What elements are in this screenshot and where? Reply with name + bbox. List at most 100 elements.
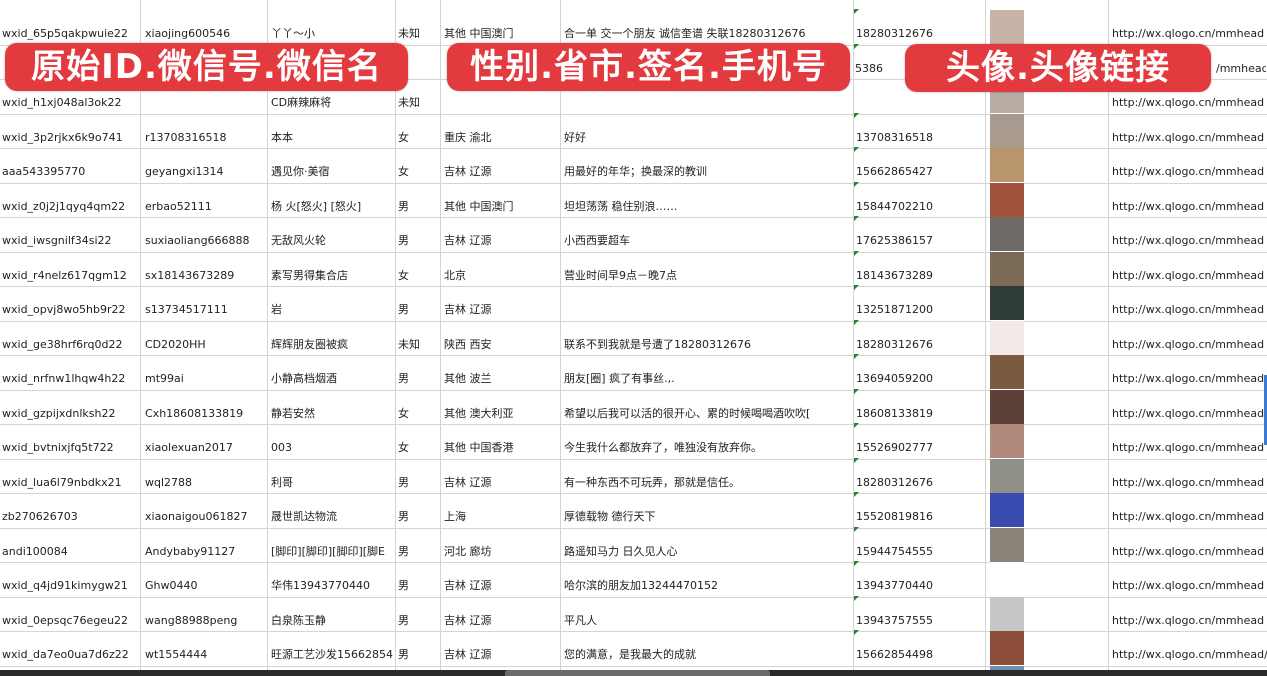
cell-signature[interactable]: 朋友[圈] 疯了有事丝.,. [564, 372, 675, 385]
cell-wechat-name[interactable]: 素写男得集合店 [271, 268, 348, 282]
cell-wechat-id[interactable]: wt1554444 [145, 648, 208, 661]
cell-original-id[interactable]: andi100084 [2, 544, 68, 558]
table-row[interactable]: wxid_opvj8wo5hb9r22 s13734517111 岩 男 吉林 辽源 13… [0, 285, 1267, 320]
cell-wechat-name[interactable]: 无敌风火轮 [271, 234, 326, 247]
cell-phone[interactable]: 15662854498 [856, 648, 933, 661]
cell-gender[interactable]: 女 [398, 268, 409, 282]
cell-avatar-link[interactable]: http://wx.qlogo.cn/mmhead/ [1112, 648, 1267, 661]
cell-phone[interactable]: 13251871200 [856, 303, 933, 316]
cell-phone[interactable]: 13943757555 [856, 613, 933, 627]
cell-signature[interactable]: 厚德载物 德行天下 [564, 510, 656, 523]
cell-gender[interactable]: 男 [398, 234, 409, 247]
table-row[interactable]: wxid_q4jd91kimygw21 Ghw0440 华伟13943770440 男… [0, 561, 1267, 596]
table-row[interactable]: wxid_3p2rjkx6k9o741 r13708316518 本本 女 重庆 渝北 好… [0, 112, 1267, 148]
cell-signature[interactable]: 好好 [564, 130, 586, 144]
table-row[interactable]: wxid_da7eo0ua7d6z22 wt1554444 旺源工艺沙发156628… [0, 630, 1267, 665]
cell-gender[interactable]: 男 [398, 579, 409, 592]
cell-avatar-link[interactable]: http://wx.qlogo.cn/mmhead [1112, 406, 1265, 420]
cell-original-id[interactable]: wxid_gzpijxdnlksh22 [2, 406, 116, 420]
cell-signature[interactable]: 今生我什么都放弃了，唯独没有放弃你。 [564, 441, 762, 454]
cell-gender[interactable]: 男 [398, 613, 409, 627]
cell-wechat-id[interactable]: r13708316518 [145, 130, 227, 144]
cell-region[interactable]: 其他 波兰 [444, 372, 492, 385]
cell-original-id[interactable]: wxid_q4jd91kimygw21 [2, 579, 128, 592]
cell-signature[interactable]: 合一单 交一个朋友 诚信奎谱 失联18280312676 [564, 27, 806, 40]
cell-original-id[interactable]: zb270626703 [2, 510, 78, 523]
cell-wechat-id[interactable]: erbao52111 [145, 199, 212, 213]
table-row[interactable]: wxid_r4nelz617qgm12 sx18143673289 素写男得集合店 女… [0, 250, 1267, 286]
cell-avatar-link[interactable]: http://wx.qlogo.cn/mmhead [1112, 337, 1265, 351]
cell-region[interactable]: 陕西 西安 [444, 337, 492, 351]
cell-avatar-link[interactable]: http://wx.qlogo.cn/mmhead [1112, 199, 1265, 213]
cell-wechat-name[interactable]: 静若安然 [271, 406, 315, 420]
cell-phone[interactable]: 18280312676 [856, 475, 933, 489]
cell-avatar-link[interactable]: http://wx.qlogo.cn/mmhead [1112, 268, 1265, 282]
table-row[interactable]: wxid_65p5qakpwuie22 xiaojing600546 丫丫～小 未知 其… [0, 9, 1267, 44]
table-row[interactable]: wxid_iwsgnilf34si22 suxiaoliang666888 无敌风火… [0, 216, 1267, 251]
cell-wechat-id[interactable]: Ghw0440 [145, 579, 198, 592]
cell-avatar-link[interactable]: http://wx.qlogo.cn/mmhead [1112, 372, 1265, 385]
cell-wechat-name[interactable]: 003 [271, 441, 292, 454]
cell-original-id[interactable]: wxid_0epsqc76egeu22 [2, 613, 129, 627]
cell-gender[interactable]: 未知 [398, 96, 420, 109]
cell-wechat-id[interactable]: xiaojing600546 [145, 27, 231, 40]
cell-region[interactable]: 吉林 辽源 [444, 613, 492, 627]
table-row[interactable]: wxid_bvtnixjfq5t722 xiaolexuan2017 003 女 其他 … [0, 423, 1267, 458]
cell-wechat-name[interactable]: 本本 [271, 130, 293, 144]
cell-gender[interactable]: 男 [398, 199, 409, 213]
cell-original-id[interactable]: aaa543395770 [2, 165, 86, 178]
cell-region[interactable]: 重庆 渝北 [444, 130, 492, 144]
cell-original-id[interactable]: wxid_ge38hrf6rq0d22 [2, 337, 123, 351]
cell-wechat-name[interactable]: 小静高档烟酒 [271, 372, 337, 385]
cell-wechat-name[interactable]: 旺源工艺沙发15662854 [271, 648, 393, 661]
cell-original-id[interactable]: wxid_da7eo0ua7d6z22 [2, 648, 129, 661]
cell-region[interactable]: 其他 中国香港 [444, 441, 514, 454]
table-row[interactable]: wxid_lua6l79nbdkx21 wql2788 利哥 男 吉林 辽源 有一种东西不… [0, 457, 1267, 493]
table-row[interactable]: wxid_0epsqc76egeu22 wang88988peng 白泉陈玉静 男 吉林… [0, 595, 1267, 631]
cell-phone[interactable]: 13943770440 [856, 579, 933, 592]
cell-avatar-link[interactable]: http://wx.qlogo.cn/mmhead [1112, 27, 1265, 40]
cell-region[interactable]: 吉林 辽源 [444, 234, 492, 247]
cell-gender[interactable]: 女 [398, 406, 409, 420]
cell-original-id[interactable]: wxid_3p2rjkx6k9o741 [2, 130, 123, 144]
table-row[interactable]: zb270626703 xiaonaigou061827 晟世凯达物流 男 上海 厚德载物… [0, 492, 1267, 527]
cell-gender[interactable]: 女 [398, 130, 409, 144]
cell-original-id[interactable]: wxid_h1xj048al3ok22 [2, 96, 122, 109]
cell-wechat-name[interactable]: 华伟13943770440 [271, 579, 370, 592]
cell-gender[interactable]: 女 [398, 165, 409, 178]
cell-signature[interactable]: 小西西要超车 [564, 234, 630, 247]
cell-signature[interactable]: 您的满意，是我最大的成就 [564, 648, 696, 661]
cell-original-id[interactable]: wxid_lua6l79nbdkx21 [2, 475, 122, 489]
cell-phone[interactable]: 18280312676 [856, 27, 933, 40]
table-row[interactable]: wxid_ge38hrf6rq0d22 CD2020HH 辉辉朋友圈被疯 未知 陕西 西… [0, 319, 1267, 355]
cell-wechat-name[interactable]: CD麻辣麻将 [271, 96, 332, 109]
cell-avatar-link[interactable]: http://wx.qlogo.cn/mmhead [1112, 579, 1265, 592]
cell-gender[interactable]: 未知 [398, 27, 420, 40]
cell-gender[interactable]: 男 [398, 510, 409, 523]
table-row[interactable]: andi100084 Andybaby91127 [脚印][脚印][脚印][脚E 男 河… [0, 526, 1267, 562]
cell-avatar-link[interactable]: http://wx.qlogo.cn/mmhead [1112, 544, 1265, 558]
cell-gender[interactable]: 男 [398, 544, 409, 558]
cell-region[interactable]: 其他 中国澳门 [444, 199, 514, 213]
cell-wechat-id[interactable]: CD2020HH [145, 337, 206, 351]
cell-signature[interactable]: 有一种东西不可玩弄，那就是信任。 [564, 475, 740, 489]
cell-avatar-link[interactable]: http://wx.qlogo.cn/mmhead [1112, 510, 1265, 523]
cell-wechat-name[interactable]: 遇见你·美宿 [271, 165, 330, 178]
table-row[interactable]: aaa543395770 geyangxi1314 遇见你·美宿 女 吉林 辽源 用最好的… [0, 147, 1267, 182]
cell-wechat-name[interactable]: 杨 火[怒火] [怒火] [271, 199, 362, 213]
cell-phone[interactable]: 15844702210 [856, 199, 933, 213]
cell-original-id[interactable]: wxid_r4nelz617qgm12 [2, 268, 127, 282]
cell-gender[interactable]: 男 [398, 372, 409, 385]
cell-wechat-id[interactable]: sx18143673289 [145, 268, 235, 282]
cell-region[interactable]: 上海 [444, 510, 466, 523]
cell-signature[interactable]: 平凡人 [564, 613, 597, 627]
cell-original-id[interactable]: wxid_65p5qakpwuie22 [2, 27, 128, 40]
cell-signature[interactable]: 坦坦荡荡 稳住别浪…… [564, 199, 678, 213]
cell-avatar-link[interactable]: http://wx.qlogo.cn/mmhead [1112, 96, 1265, 109]
table-row[interactable]: wxid_nrfnw1lhqw4h22 mt99ai 小静高档烟酒 男 其他 波兰 朋友[… [0, 354, 1267, 389]
cell-wechat-id[interactable]: wang88988peng [145, 613, 238, 627]
cell-wechat-name[interactable]: 利哥 [271, 475, 293, 489]
cell-avatar-link[interactable]: http://wx.qlogo.cn/mmhead [1112, 613, 1265, 627]
cell-phone[interactable]: 17625386157 [856, 234, 933, 247]
cell-region[interactable]: 吉林 辽源 [444, 579, 492, 592]
